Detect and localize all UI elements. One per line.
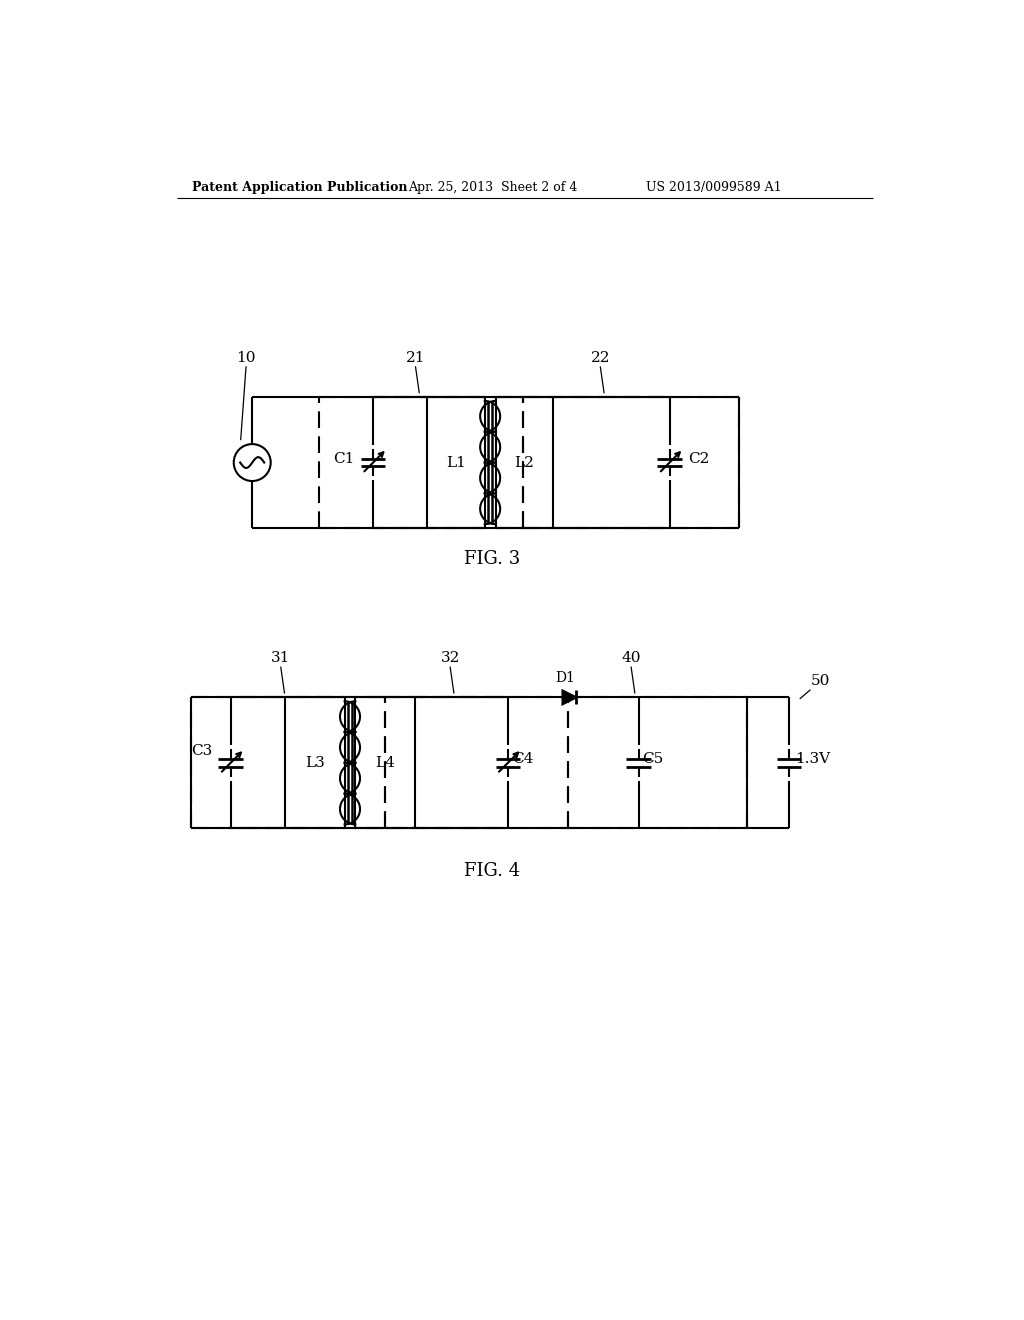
Text: L4: L4 bbox=[376, 756, 395, 770]
Text: C1: C1 bbox=[333, 451, 354, 466]
Text: 50: 50 bbox=[810, 675, 829, 688]
Text: Apr. 25, 2013  Sheet 2 of 4: Apr. 25, 2013 Sheet 2 of 4 bbox=[408, 181, 578, 194]
Text: FIG. 3: FIG. 3 bbox=[464, 550, 520, 568]
Text: L3: L3 bbox=[305, 756, 325, 770]
Text: L1: L1 bbox=[445, 455, 466, 470]
Text: L2: L2 bbox=[514, 455, 535, 470]
Text: 1.3V: 1.3V bbox=[795, 752, 830, 766]
Text: 21: 21 bbox=[406, 351, 425, 364]
Text: FIG. 4: FIG. 4 bbox=[465, 862, 520, 879]
Text: D1: D1 bbox=[556, 671, 575, 685]
Text: US 2013/0099589 A1: US 2013/0099589 A1 bbox=[646, 181, 782, 194]
Text: 31: 31 bbox=[271, 651, 291, 665]
Text: 10: 10 bbox=[237, 351, 256, 364]
Text: C5: C5 bbox=[643, 752, 664, 766]
Text: 40: 40 bbox=[622, 651, 641, 665]
Text: C3: C3 bbox=[190, 744, 212, 758]
Text: C4: C4 bbox=[512, 752, 534, 766]
Polygon shape bbox=[562, 690, 577, 705]
Text: 32: 32 bbox=[440, 651, 460, 665]
Text: 22: 22 bbox=[591, 351, 610, 364]
Text: Patent Application Publication: Patent Application Publication bbox=[193, 181, 408, 194]
Text: C2: C2 bbox=[688, 451, 710, 466]
